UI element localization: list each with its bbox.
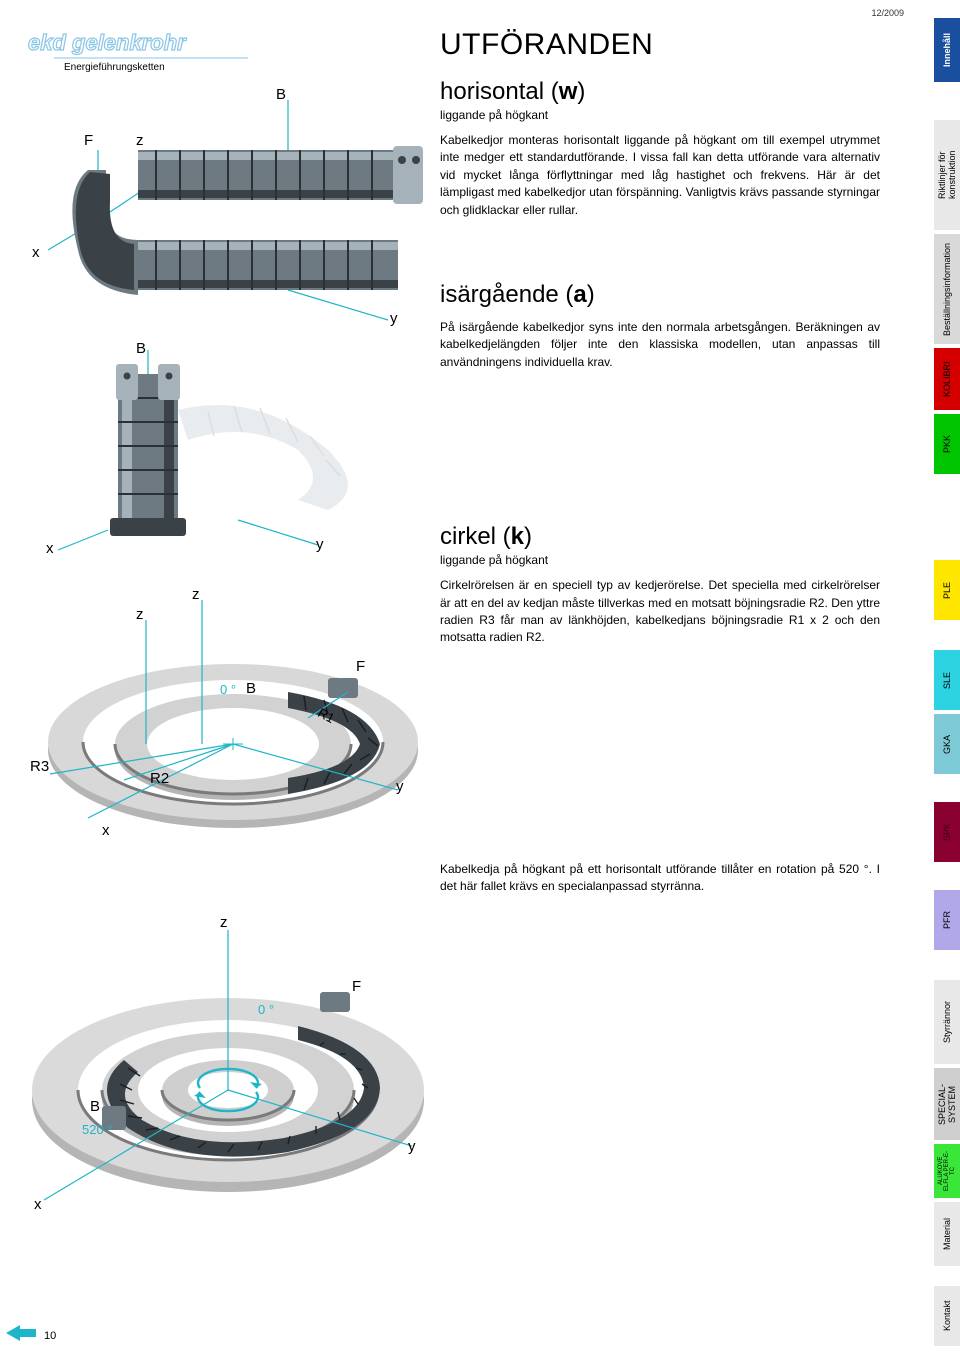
figure-circle-radii: z z F 0 ° B R1 R3 R2 x y: [28, 580, 428, 880]
prev-page-arrow-icon[interactable]: [6, 1325, 36, 1346]
axis-label-B: B: [90, 1098, 100, 1115]
page-number: 10: [44, 1330, 56, 1342]
axis-label-x: x: [32, 244, 40, 261]
axis-label-x: x: [102, 822, 110, 839]
axis-label-z: z: [192, 586, 200, 603]
side-tab[interactable]: Beställningsinformation: [934, 234, 960, 344]
logo-subtext: Energieführungsketten: [64, 62, 165, 73]
side-tabs: Innehåll Riktlinjer för konstruktion Bestä…: [934, 0, 960, 1358]
axis-label-y: y: [396, 778, 404, 795]
axis-label-y: y: [408, 1138, 416, 1155]
logo-text-icon: ekd gelenkrohr: [28, 30, 187, 55]
section-body-k1: Cirkelrörelsen är en speciell typ av ked…: [440, 577, 880, 647]
section-title-a: isärgående (a): [440, 281, 880, 309]
side-tab[interactable]: Material: [934, 1202, 960, 1266]
page-title: UTFÖRANDEN: [440, 28, 880, 62]
brand-logo: ekd gelenkrohr Energieführungsketten: [28, 28, 248, 81]
side-tab[interactable]: Riktlinjer för konstruktion: [934, 120, 960, 230]
title-prefix: isärgående (: [440, 281, 573, 308]
section-body-w: Kabelkedjor monteras horisontalt liggand…: [440, 132, 880, 219]
axis-label-x: x: [34, 1196, 42, 1213]
side-tab[interactable]: Styrrännor: [934, 980, 960, 1064]
title-bold: a: [573, 281, 586, 308]
side-tab[interactable]: SPK: [934, 802, 960, 862]
label-520-deg: 520 °: [82, 1122, 113, 1137]
axis-label-F: F: [356, 658, 365, 675]
side-tab[interactable]: ALUKOVE ELFLA PER-E-TC: [934, 1144, 960, 1198]
axis-label-F: F: [84, 132, 93, 149]
figure-spiral-520: z F 0 ° B 520 ° y x: [28, 900, 428, 1220]
title-bold: w: [559, 78, 578, 105]
label-zero-deg: 0 °: [258, 1002, 274, 1017]
figure-horizontal-chain: F z B x y: [28, 90, 428, 330]
figures-column: F z B x y: [28, 90, 428, 1240]
axis-label-y: y: [316, 536, 324, 553]
side-tab[interactable]: KOLIBRI: [934, 348, 960, 410]
label-R2: R2: [150, 770, 169, 787]
section-subtitle-w: liggande på högkant: [440, 108, 880, 122]
axis-label-z: z: [220, 914, 228, 931]
label-R3: R3: [30, 758, 49, 775]
section-title-w: horisontal (w): [440, 78, 880, 106]
axis-label-z: z: [136, 606, 144, 623]
section-body-a: På isärgående kabelkedjor syns inte den …: [440, 319, 880, 371]
side-tab[interactable]: SPECIAL-SYSTEM: [934, 1068, 960, 1140]
side-tab[interactable]: SLE: [934, 650, 960, 710]
title-suffix: ): [524, 523, 532, 550]
axis-label-B: B: [246, 680, 256, 697]
title-prefix: cirkel (: [440, 523, 511, 550]
date-stamp: 12/2009: [871, 8, 904, 18]
axis-label-z: z: [136, 132, 144, 149]
figure-isargaende: B x y: [28, 350, 428, 560]
side-tab[interactable]: PFR: [934, 890, 960, 950]
title-suffix: ): [577, 78, 585, 105]
side-tab[interactable]: PLE: [934, 560, 960, 620]
section-body-k2: Kabelkedja på högkant på ett horisontalt…: [440, 861, 880, 896]
axis-label-y: y: [390, 310, 398, 327]
axis-label-x: x: [46, 540, 54, 557]
title-bold: k: [511, 523, 524, 550]
title-prefix: horisontal (: [440, 78, 559, 105]
section-title-k: cirkel (k): [440, 523, 880, 551]
side-tab[interactable]: Innehåll: [934, 18, 960, 82]
side-tab[interactable]: Kontakt: [934, 1286, 960, 1346]
axis-label-F: F: [352, 978, 361, 995]
label-zero-deg: 0 °: [220, 682, 236, 697]
side-tab[interactable]: PKK: [934, 414, 960, 474]
side-tab[interactable]: GKA: [934, 714, 960, 774]
title-suffix: ): [587, 281, 595, 308]
axis-label-B: B: [276, 86, 286, 103]
axis-label-B: B: [136, 340, 146, 357]
section-subtitle-k: liggande på högkant: [440, 553, 880, 567]
text-column: UTFÖRANDEN horisontal (w) liggande på hö…: [440, 28, 880, 923]
